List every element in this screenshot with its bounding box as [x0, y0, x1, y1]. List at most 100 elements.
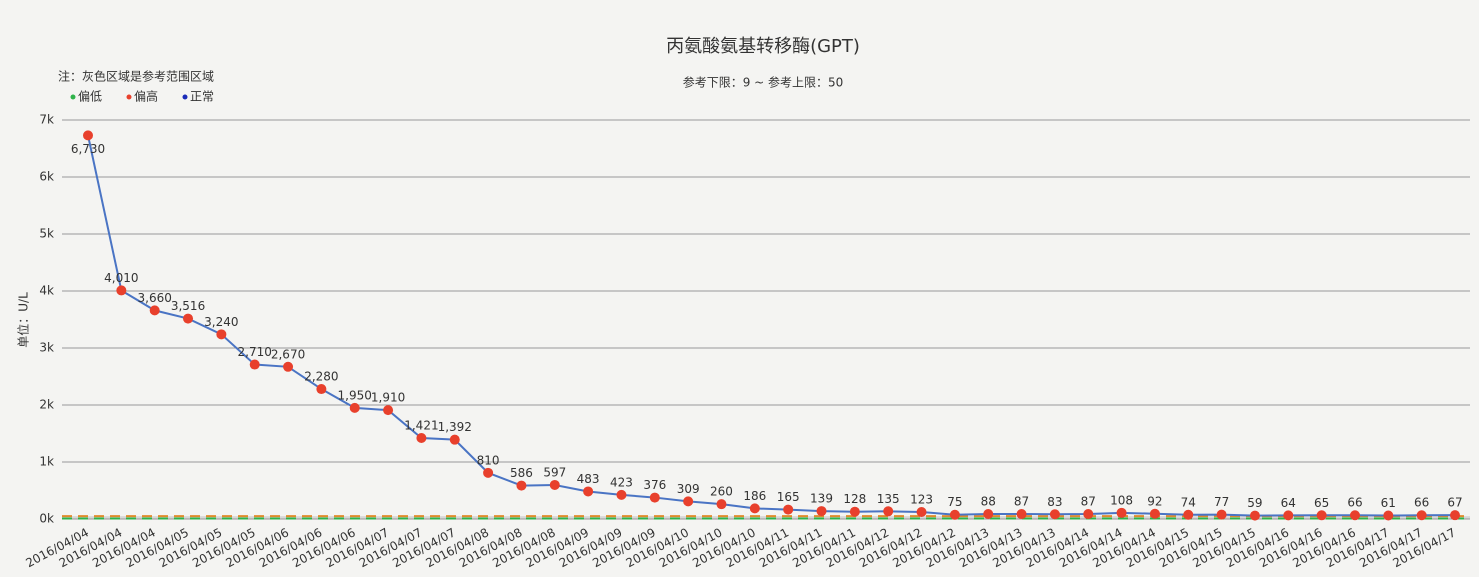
note: 注：灰色区域是参考范围区域: [58, 69, 214, 84]
value-label: 1,392: [438, 420, 472, 434]
value-label: 165: [777, 490, 800, 504]
value-label: 423: [610, 475, 633, 489]
value-label: 66: [1414, 496, 1429, 510]
point: [916, 506, 927, 517]
chart-title: 丙氨酸氨基转移酶(GPT): [666, 36, 860, 57]
point: [616, 489, 627, 500]
point: [649, 492, 660, 503]
value-label: 135: [877, 492, 900, 506]
value-label: 260: [710, 485, 733, 499]
point: [116, 285, 127, 296]
value-label: 3,516: [171, 299, 205, 313]
point: [1316, 510, 1327, 521]
point: [516, 480, 527, 491]
point: [1249, 510, 1260, 521]
point: [149, 305, 160, 316]
value-label: 87: [1014, 495, 1029, 509]
value-label: 87: [1081, 495, 1096, 509]
value-label: 74: [1181, 495, 1196, 509]
point: [1283, 510, 1294, 521]
value-label: 139: [810, 492, 833, 506]
legend-label: 偏高: [134, 89, 158, 104]
value-label: 67: [1447, 496, 1462, 510]
point: [1049, 509, 1060, 520]
point: [1149, 508, 1160, 519]
chart-subtitle: 参考下限：9 ~ 参考上限：50: [683, 75, 844, 90]
legend-marker: [182, 94, 188, 100]
value-label: 59: [1247, 496, 1262, 510]
value-label: 309: [677, 482, 700, 496]
value-label: 1,950: [338, 388, 372, 402]
point: [383, 405, 394, 416]
value-label: 597: [543, 465, 566, 479]
y-tick-label: 5k: [39, 227, 54, 241]
legend-label: 偏低: [78, 89, 102, 104]
value-label: 123: [910, 492, 933, 506]
value-label: 88: [981, 494, 996, 508]
value-label: 186: [743, 489, 766, 503]
point: [716, 499, 727, 510]
point: [549, 479, 560, 490]
point: [583, 486, 594, 497]
point: [483, 467, 494, 478]
value-label: 128: [843, 492, 866, 506]
legend-marker: [126, 94, 132, 100]
point: [816, 506, 827, 517]
y-tick-label: 0k: [39, 512, 54, 526]
point: [1349, 510, 1360, 521]
point: [83, 130, 93, 141]
point: [283, 361, 294, 372]
point: [1383, 510, 1394, 521]
point: [1016, 509, 1027, 520]
value-label: 1,421: [404, 419, 438, 433]
point: [783, 504, 794, 515]
value-label: 61: [1381, 496, 1396, 510]
value-label: 1,910: [371, 391, 405, 405]
legend-marker: [70, 94, 76, 100]
value-label: 3,240: [204, 315, 238, 329]
point: [416, 433, 427, 444]
point: [216, 329, 227, 340]
point: [883, 506, 894, 517]
value-label: 483: [577, 472, 600, 486]
line: [87, 135, 1456, 517]
point: [749, 503, 760, 514]
value-label: 810: [477, 453, 500, 467]
point: [683, 496, 694, 507]
y-tick-label: 3k: [39, 341, 54, 355]
value-label: 4,010: [104, 271, 138, 285]
value-label: 83: [1047, 495, 1062, 509]
point: [1183, 509, 1194, 520]
value-label: 66: [1347, 496, 1362, 510]
value-label: 586: [510, 466, 533, 480]
legend-label: 正常: [190, 90, 214, 104]
value-label: 92: [1147, 494, 1162, 508]
value-label: 64: [1281, 496, 1296, 510]
y-tick-label: 4k: [39, 284, 54, 298]
y-tick-label: 6k: [39, 170, 54, 184]
y-tick-label: 7k: [39, 113, 54, 127]
y-tick-label: 1k: [39, 455, 54, 469]
point: [983, 508, 994, 519]
point: [249, 359, 260, 370]
value-label: 376: [643, 478, 666, 492]
point: [1450, 510, 1460, 521]
value-label: 2,710: [238, 345, 272, 359]
value-label: 2,280: [304, 370, 338, 384]
point: [349, 402, 360, 413]
point: [1416, 510, 1427, 521]
value-label: 77: [1214, 495, 1229, 509]
point: [849, 506, 860, 517]
point: [183, 313, 194, 324]
y-axis-label: 单位：U/L: [16, 292, 31, 348]
point: [1083, 509, 1094, 520]
point: [449, 434, 460, 445]
point: [949, 509, 960, 520]
value-label: 6,730: [71, 142, 105, 156]
value-label: 108: [1110, 493, 1133, 507]
value-label: 65: [1314, 496, 1329, 510]
point: [316, 384, 327, 395]
reference-band: [62, 516, 1470, 519]
value-label: 2,670: [271, 347, 305, 361]
